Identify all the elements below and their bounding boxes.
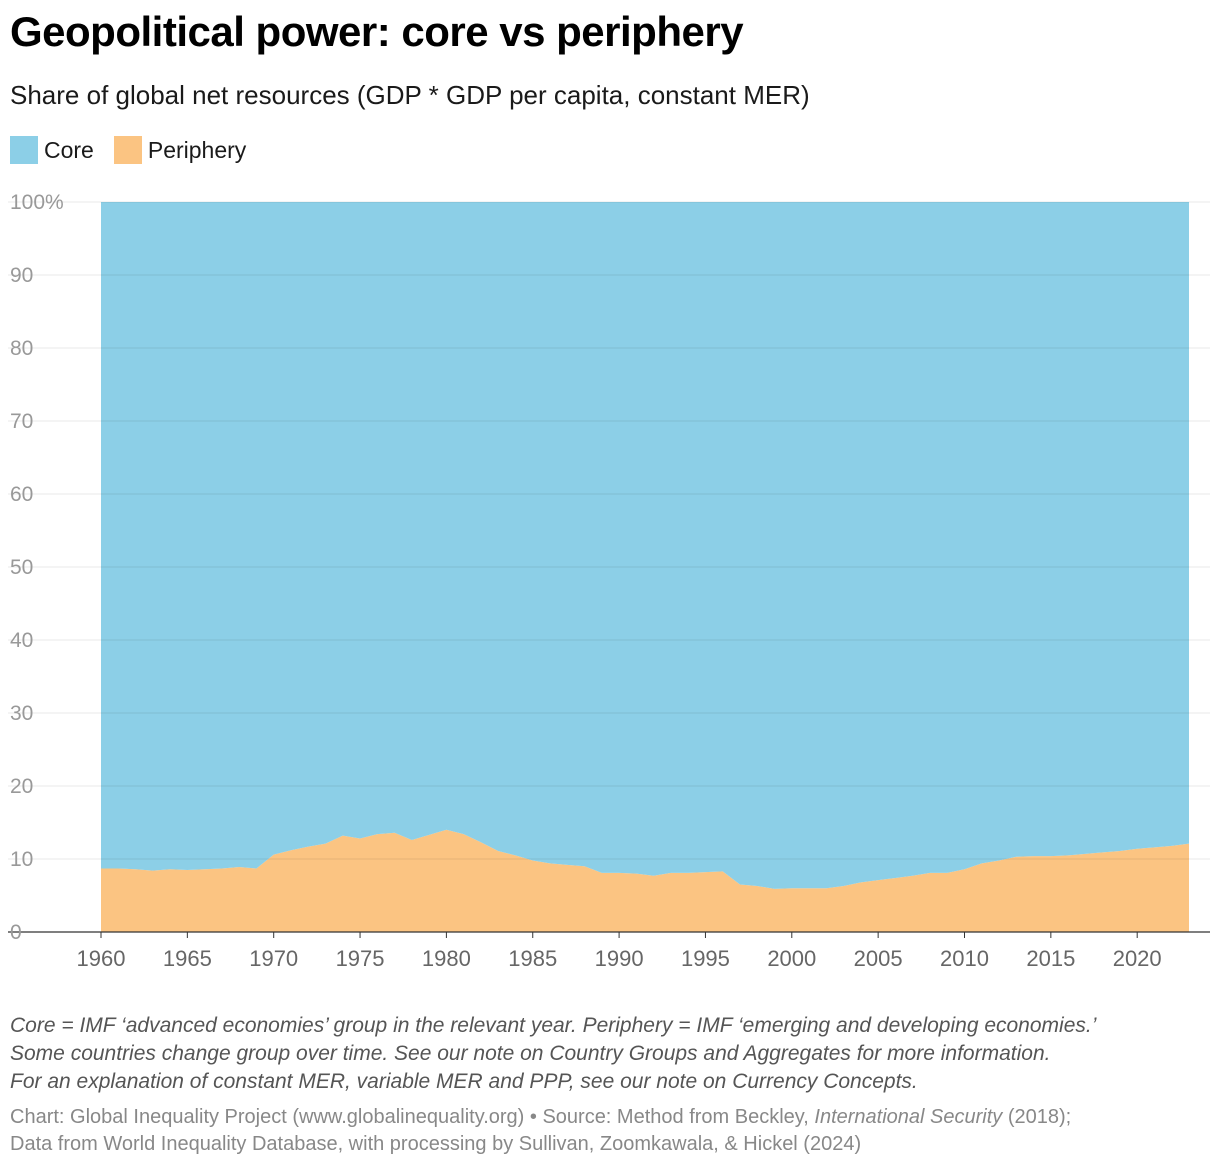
source-text-2: (2018);	[1002, 1106, 1072, 1128]
note-line-3: For an explanation of constant MER, vari…	[10, 1070, 918, 1093]
legend-label-core: Core	[44, 136, 94, 163]
y-tick-label-40: 40	[10, 629, 33, 652]
area-periphery	[101, 829, 1189, 932]
x-tick-label-2010: 2010	[940, 946, 989, 971]
x-tick-label-1970: 1970	[249, 946, 298, 971]
legend-item-core: Core	[10, 136, 94, 164]
source-journal: International Security	[814, 1106, 1003, 1128]
x-tick-label-1980: 1980	[422, 946, 471, 971]
x-tick-label-1975: 1975	[336, 946, 385, 971]
y-tick-label-30: 30	[10, 702, 33, 725]
source-line-1: Chart: Global Inequality Project (www.gl…	[10, 1104, 1215, 1131]
y-tick-label-100: 100%	[10, 191, 64, 214]
y-tick-label-50: 50	[10, 556, 33, 579]
area-chart: 0 10 20 30 40 50 60 70 80 90 100% 1960 1965 1970 1975 1…	[8, 191, 1210, 971]
y-tick-label-10: 10	[10, 848, 33, 871]
y-tick-label-60: 60	[10, 483, 33, 506]
chart-notes: Core = IMF ‘advanced economies’ group in…	[10, 1012, 1215, 1096]
chart-subtitle: Share of global net resources (GDP * GDP…	[10, 80, 810, 110]
chart-title: Geopolitical power: core vs periphery	[10, 8, 744, 55]
note-line-1: Core = IMF ‘advanced economies’ group in…	[10, 1014, 1097, 1037]
y-tick-label-80: 80	[10, 337, 33, 360]
y-tick-label-90: 90	[10, 264, 33, 287]
source-line-2: Data from World Inequality Database, wit…	[10, 1133, 862, 1155]
source-text-1: Chart: Global Inequality Project (www.gl…	[10, 1106, 815, 1128]
x-tick-label-1960: 1960	[77, 946, 126, 971]
legend-swatch-core	[10, 136, 38, 164]
x-tick-label-2005: 2005	[854, 946, 903, 971]
legend-label-periphery: Periphery	[147, 136, 247, 163]
y-tick-label-20: 20	[10, 775, 33, 798]
legend-item-periphery: Periphery	[113, 136, 247, 164]
x-tick-label-1985: 1985	[508, 946, 557, 971]
x-tick-label-2015: 2015	[1026, 946, 1075, 971]
y-tick-label-0: 0	[10, 921, 22, 944]
x-tick-label-2000: 2000	[767, 946, 816, 971]
legend-swatch-periphery	[113, 136, 142, 164]
note-line-2: Some countries change group over time. S…	[10, 1042, 1051, 1065]
chart-source: Chart: Global Inequality Project (www.gl…	[10, 1104, 1215, 1158]
area-core	[101, 202, 1189, 889]
x-tick-label-1990: 1990	[595, 946, 644, 971]
x-tick-label-2020: 2020	[1113, 946, 1162, 971]
y-tick-label-70: 70	[10, 410, 33, 433]
x-tick-label-1965: 1965	[163, 946, 212, 971]
legend: Core Periphery	[10, 136, 266, 164]
x-tick-label-1995: 1995	[681, 946, 730, 971]
